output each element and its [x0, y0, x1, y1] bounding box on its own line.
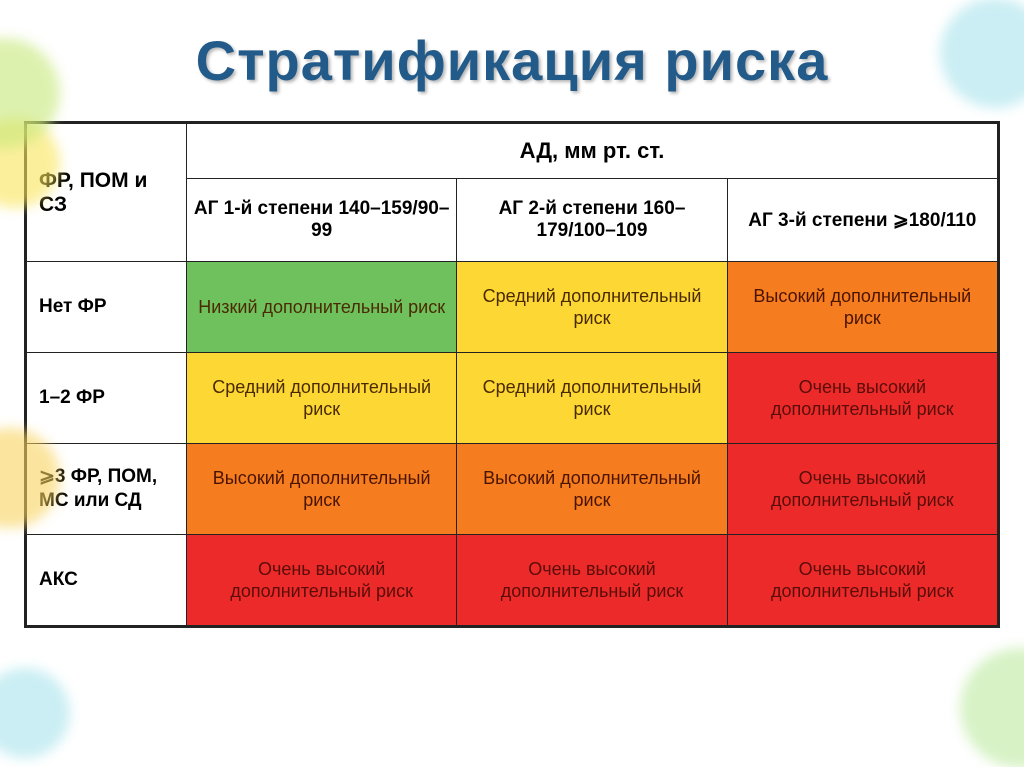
page-title: Стратификация риска — [0, 28, 1024, 93]
decor-blob — [0, 668, 70, 758]
risk-cell: Очень высокий дополнительный риск — [727, 444, 997, 535]
table-head: ФР, ПОМ и СЗ АД, мм рт. ст. АГ 1-й степе… — [27, 124, 998, 262]
risk-table-container: ФР, ПОМ и СЗ АД, мм рт. ст. АГ 1-й степе… — [24, 121, 1000, 628]
risk-cell: Высокий дополнительный риск — [457, 444, 727, 535]
risk-cell: Средний дополнительный риск — [457, 262, 727, 353]
col-header: АГ 3-й степени ⩾180/110 — [727, 179, 997, 262]
risk-cell: Высокий дополнительный риск — [727, 262, 997, 353]
risk-stratification-table: ФР, ПОМ и СЗ АД, мм рт. ст. АГ 1-й степе… — [26, 123, 998, 626]
risk-cell: Низкий дополнительный риск — [187, 262, 457, 353]
table-body: Нет ФРНизкий дополнительный рискСредний … — [27, 262, 998, 626]
table-row: Нет ФРНизкий дополнительный рискСредний … — [27, 262, 998, 353]
row-header: АКС — [27, 535, 187, 626]
risk-cell: Очень высокий дополнительный риск — [727, 353, 997, 444]
col-header: АГ 2-й степени 160–179/100–109 — [457, 179, 727, 262]
risk-cell: Очень высокий дополнительный риск — [187, 535, 457, 626]
risk-cell: Высокий дополнительный риск — [187, 444, 457, 535]
table-row: АКСОчень высокий дополнительный рискОчен… — [27, 535, 998, 626]
risk-cell: Средний дополнительный риск — [457, 353, 727, 444]
row-header: Нет ФР — [27, 262, 187, 353]
decor-blob — [960, 648, 1024, 767]
risk-cell: Средний дополнительный риск — [187, 353, 457, 444]
column-super-header: АД, мм рт. ст. — [187, 124, 998, 179]
risk-cell: Очень высокий дополнительный риск — [727, 535, 997, 626]
col-header: АГ 1-й степени 140–159/90–99 — [187, 179, 457, 262]
row-header: 1–2 ФР — [27, 353, 187, 444]
table-row: 1–2 ФРСредний дополнительный рискСредний… — [27, 353, 998, 444]
risk-cell: Очень высокий дополнительный риск — [457, 535, 727, 626]
table-row: ⩾3 ФР, ПОМ, МС или СДВысокий дополнитель… — [27, 444, 998, 535]
